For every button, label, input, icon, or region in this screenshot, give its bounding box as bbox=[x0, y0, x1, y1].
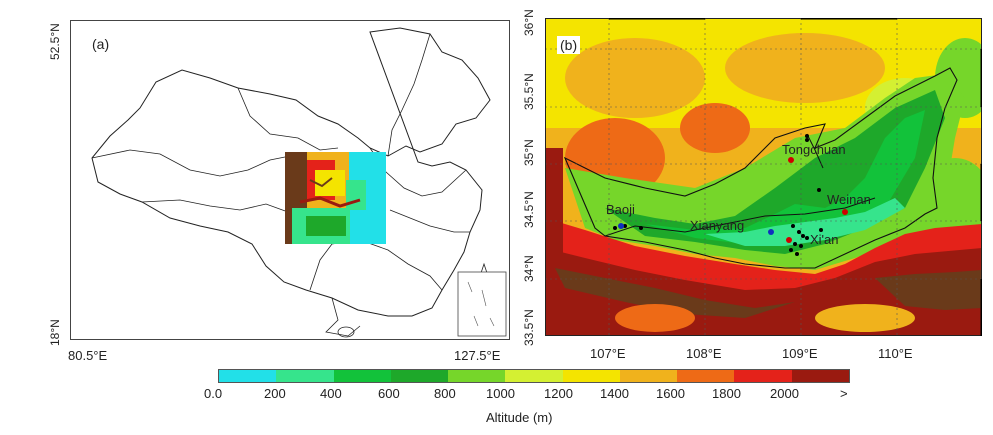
colorbar-swatch bbox=[505, 370, 563, 382]
colorbar-tick: 200 bbox=[264, 386, 286, 401]
colorbar-tick: 1800 bbox=[712, 386, 741, 401]
city-label-weinan: Weinan bbox=[827, 192, 871, 207]
dem-region bbox=[285, 152, 386, 244]
colorbar-swatch bbox=[448, 370, 506, 382]
colorbar-ticks: 0.0 200 400 600 800 1000 1200 1400 1600 … bbox=[200, 386, 880, 404]
colorbar-title: Altitude (m) bbox=[486, 410, 553, 425]
lat-tick-35: 35°N bbox=[522, 139, 536, 166]
colorbar-swatch bbox=[219, 370, 277, 382]
colorbar-tick: > bbox=[840, 386, 848, 401]
colorbar bbox=[218, 369, 850, 383]
guanzhong-boundary bbox=[563, 67, 958, 269]
lat-bottom-label: 18°N bbox=[48, 319, 62, 346]
panel-a-map bbox=[70, 20, 510, 340]
city-label-xianyang: Xianyang bbox=[690, 218, 745, 233]
south-china-sea-inset bbox=[457, 271, 507, 337]
colorbar-tick: 600 bbox=[378, 386, 400, 401]
colorbar-swatch bbox=[734, 370, 792, 382]
city-label-baoji: Baoji bbox=[606, 202, 635, 217]
panel-b bbox=[545, 16, 993, 337]
colorbar-tick: 400 bbox=[320, 386, 342, 401]
colorbar-tick: 0.0 bbox=[204, 386, 223, 401]
colorbar-swatch bbox=[333, 370, 391, 382]
lon-tick-108: 108°E bbox=[686, 346, 722, 361]
colorbar-swatch bbox=[791, 370, 849, 382]
lon-tick-110: 110°E bbox=[878, 346, 913, 361]
lat-tick-36: 36°N bbox=[522, 9, 536, 36]
city-label-xian: Xi'an bbox=[810, 232, 839, 247]
lon-right-label: 127.5°E bbox=[454, 348, 501, 363]
colorbar-tick: 1200 bbox=[544, 386, 573, 401]
colorbar-swatch bbox=[390, 370, 449, 382]
lat-tick-33-5: 33.5°N bbox=[522, 309, 536, 346]
lon-tick-109: 109°E bbox=[782, 346, 818, 361]
colorbar-swatch bbox=[619, 370, 678, 382]
colorbar-tick: 1600 bbox=[656, 386, 685, 401]
panel-a-label: (a) bbox=[92, 36, 110, 52]
colorbar-swatch bbox=[276, 370, 334, 382]
lon-left-label: 80.5°E bbox=[68, 348, 108, 363]
colorbar-swatch bbox=[677, 370, 735, 382]
lat-top-label: 52.5°N bbox=[48, 23, 62, 60]
colorbar-swatch bbox=[562, 370, 620, 382]
panel-a bbox=[70, 20, 510, 340]
lat-tick-34: 34°N bbox=[522, 255, 536, 282]
panel-b-map bbox=[545, 16, 993, 337]
colorbar-tick: 1400 bbox=[600, 386, 629, 401]
colorbar-tick: 800 bbox=[434, 386, 456, 401]
lat-tick-35-5: 35.5°N bbox=[522, 73, 536, 110]
colorbar-tick: 1000 bbox=[486, 386, 515, 401]
colorbar-tick: 2000 bbox=[770, 386, 799, 401]
lat-tick-34-5: 34.5°N bbox=[522, 191, 536, 228]
lon-tick-107: 107°E bbox=[590, 346, 626, 361]
city-markers bbox=[618, 157, 848, 243]
city-label-tongchuan: Tongchuan bbox=[782, 142, 846, 157]
graticule bbox=[545, 18, 982, 337]
panel-b-label: (b) bbox=[557, 36, 581, 54]
